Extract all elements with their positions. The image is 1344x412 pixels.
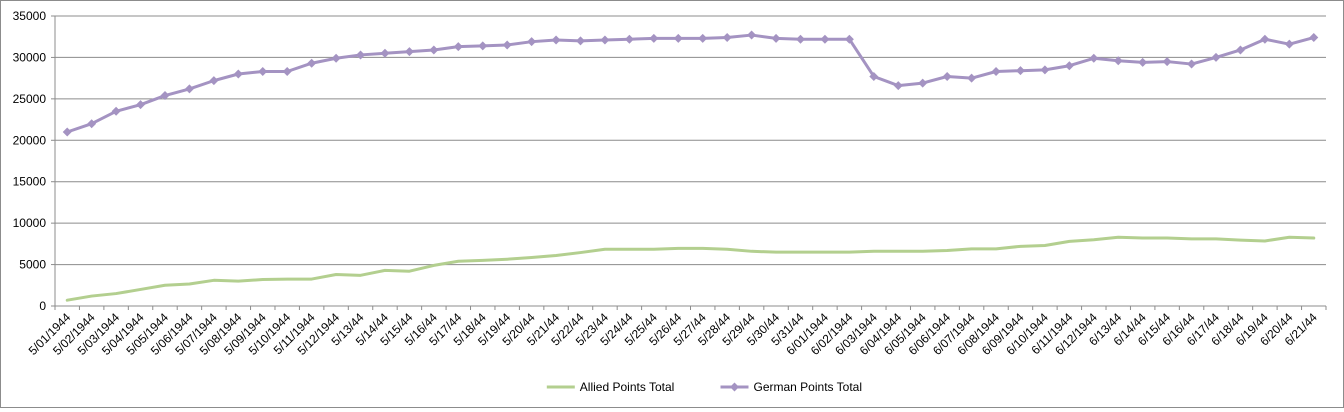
data-point-marker: [136, 100, 146, 110]
data-point-marker: [649, 33, 659, 43]
data-point-marker: [576, 36, 586, 46]
data-point-marker: [1040, 65, 1050, 75]
series-line-1: [65, 235, 1316, 302]
y-tick-label: 15000: [13, 175, 47, 189]
data-point-marker: [282, 67, 292, 77]
legend: Allied Points Total German Points Total: [546, 380, 863, 394]
gridlines: [55, 15, 1326, 307]
data-point-marker: [404, 47, 414, 57]
series-line-2: [65, 33, 1316, 134]
y-tick-label: 35000: [13, 9, 47, 23]
x-axis: 5/01/19445/02/19445/03/19445/04/19445/05…: [26, 305, 1327, 358]
legend-label: German Points Total: [754, 380, 863, 394]
data-point-marker: [429, 45, 439, 55]
data-point-marker: [478, 41, 488, 51]
data-point-marker: [453, 42, 463, 52]
data-point-marker: [502, 40, 512, 50]
data-point-marker: [1187, 59, 1197, 69]
data-point-marker: [1064, 61, 1074, 71]
y-tick-label: 30000: [13, 50, 47, 64]
data-point-marker: [942, 71, 952, 81]
data-point-marker: [331, 53, 341, 63]
y-tick-label: 25000: [13, 92, 47, 106]
data-point-marker: [258, 67, 268, 77]
data-point-marker: [111, 106, 121, 116]
data-point-marker: [1089, 53, 1099, 63]
data-point-marker: [87, 119, 97, 129]
data-point-marker: [1284, 39, 1294, 49]
legend-item-1: Allied Points Total: [546, 380, 675, 394]
data-point-marker: [918, 78, 928, 88]
data-point-marker: [1235, 45, 1245, 55]
data-point-marker: [747, 30, 757, 40]
series-lines: [62, 30, 1319, 302]
data-point-marker: [844, 34, 854, 44]
data-point-marker: [1211, 52, 1221, 62]
y-tick-label: 5000: [19, 258, 46, 272]
data-point-marker: [893, 81, 903, 91]
data-point-marker: [527, 37, 537, 47]
legend-marker: [730, 382, 739, 392]
data-point-marker: [551, 35, 561, 45]
data-point-marker: [184, 84, 194, 94]
data-point-marker: [673, 33, 683, 43]
data-point-marker: [380, 48, 390, 58]
data-point-marker: [1015, 66, 1025, 76]
y-tick-label: 20000: [13, 133, 47, 147]
data-point-marker: [209, 76, 219, 86]
data-point-marker: [307, 58, 317, 68]
data-point-marker: [869, 71, 879, 81]
data-point-marker: [356, 50, 366, 60]
data-point-marker: [991, 67, 1001, 77]
data-point-marker: [771, 33, 781, 43]
data-point-marker: [1162, 57, 1172, 67]
data-point-marker: [62, 127, 72, 137]
data-point-marker: [795, 34, 805, 44]
data-point-marker: [1260, 34, 1270, 44]
y-axis: 0 5000 10000 15000 20000 25000 30000 35000: [13, 9, 56, 313]
data-point-marker: [160, 91, 170, 101]
data-point-marker: [967, 73, 977, 83]
y-tick-label: 10000: [13, 216, 47, 230]
data-point-marker: [1138, 57, 1148, 67]
data-point-marker: [233, 69, 243, 79]
data-point-marker: [624, 34, 634, 44]
data-point-marker: [722, 33, 732, 43]
data-point-marker: [1309, 33, 1319, 43]
y-tick-label: 0: [39, 299, 46, 313]
data-point-marker: [600, 35, 610, 45]
data-point-marker: [698, 33, 708, 43]
legend-label: Allied Points Total: [580, 380, 675, 394]
legend-item-2: German Points Total: [720, 380, 863, 394]
data-point-marker: [820, 34, 830, 44]
data-point-marker: [1113, 56, 1123, 66]
